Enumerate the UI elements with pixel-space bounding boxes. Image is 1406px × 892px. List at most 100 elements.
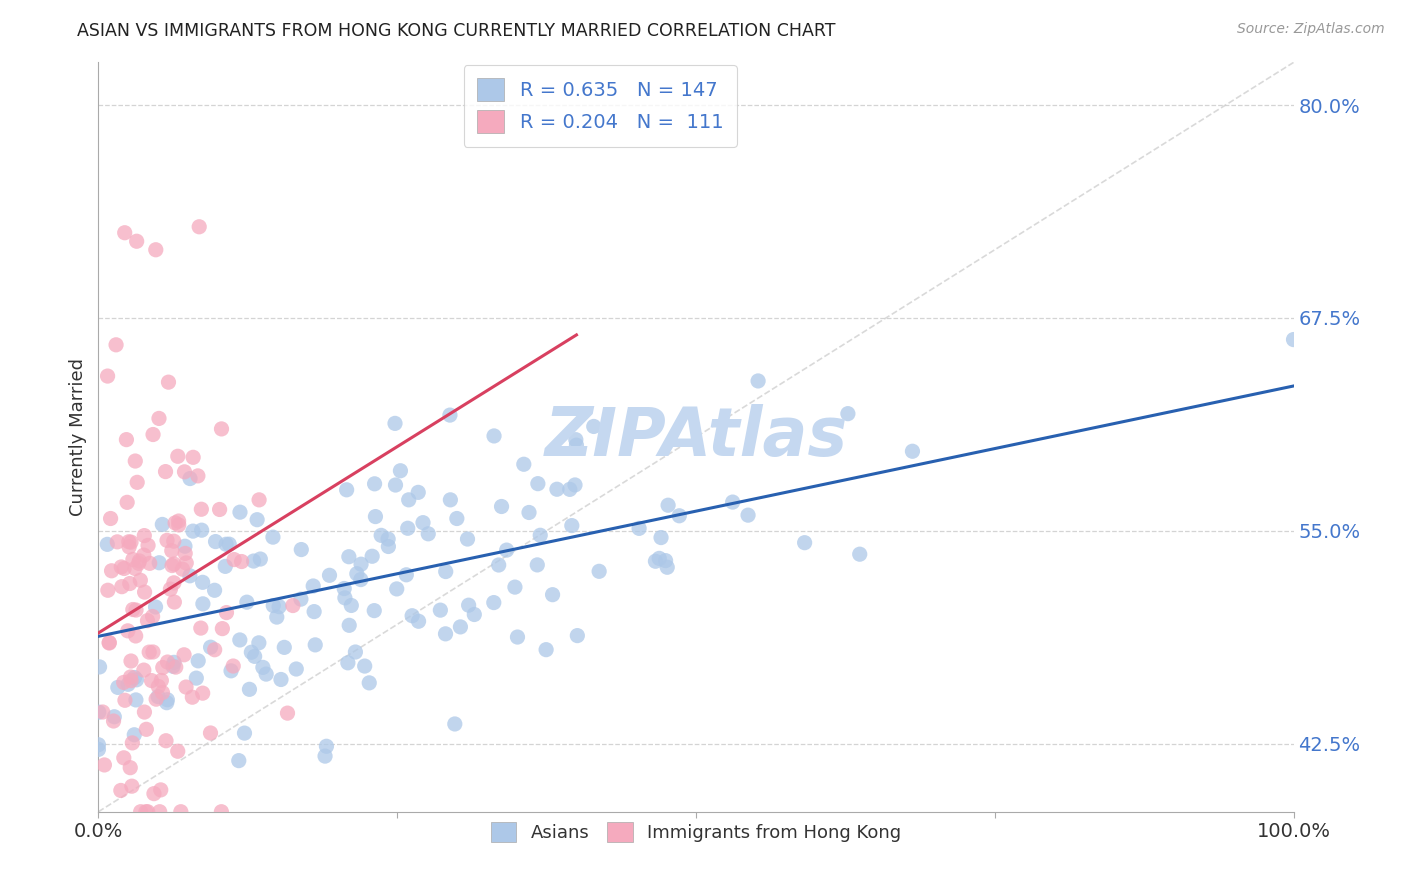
- Point: [142, 645, 165, 659]
- Point: [344, 645, 367, 659]
- Point: [457, 532, 479, 546]
- Point: [219, 664, 242, 678]
- Point: [337, 618, 360, 632]
- Point: [513, 457, 536, 471]
- Point: [100, 511, 122, 525]
- Point: [132, 548, 155, 562]
- Point: [167, 514, 190, 528]
- Point: [395, 567, 418, 582]
- Point: [112, 675, 135, 690]
- Point: [384, 478, 406, 492]
- Point: [179, 471, 201, 485]
- Point: [359, 676, 381, 690]
- Point: [269, 599, 291, 614]
- Point: [657, 498, 679, 512]
- Point: [141, 673, 163, 688]
- Point: [87, 705, 110, 719]
- Point: [170, 805, 193, 819]
- Point: [166, 744, 188, 758]
- Point: [148, 680, 170, 694]
- Point: [240, 645, 263, 659]
- Point: [135, 723, 157, 737]
- Point: [247, 636, 270, 650]
- Point: [156, 533, 179, 548]
- Point: [124, 561, 146, 575]
- Point: [443, 717, 465, 731]
- Point: [565, 433, 588, 447]
- Point: [290, 592, 312, 607]
- Point: [901, 444, 924, 458]
- Point: [541, 588, 564, 602]
- Point: [129, 573, 152, 587]
- Point: [353, 659, 375, 673]
- Point: [837, 407, 859, 421]
- Legend: Asians, Immigrants from Hong Kong: Asians, Immigrants from Hong Kong: [482, 813, 910, 851]
- Point: [148, 556, 170, 570]
- Point: [159, 582, 181, 596]
- Point: [463, 607, 485, 622]
- Point: [229, 632, 252, 647]
- Point: [262, 599, 284, 613]
- Point: [211, 422, 233, 436]
- Point: [276, 706, 298, 720]
- Point: [588, 564, 610, 578]
- Point: [145, 692, 167, 706]
- Point: [117, 677, 139, 691]
- Point: [204, 583, 226, 598]
- Y-axis label: Currently Married: Currently Married: [69, 358, 87, 516]
- Point: [174, 539, 197, 553]
- Point: [118, 540, 141, 554]
- Point: [87, 738, 110, 752]
- Point: [120, 535, 142, 549]
- Point: [136, 538, 159, 552]
- Point: [333, 591, 356, 605]
- Point: [285, 662, 308, 676]
- Point: [200, 640, 222, 655]
- Point: [346, 566, 368, 581]
- Point: [561, 518, 583, 533]
- Point: [142, 609, 165, 624]
- Point: [122, 552, 145, 566]
- Point: [165, 516, 187, 530]
- Point: [737, 508, 759, 523]
- Point: [162, 659, 184, 673]
- Point: [389, 464, 412, 478]
- Point: [336, 483, 359, 497]
- Point: [157, 375, 180, 389]
- Point: [657, 560, 679, 574]
- Point: [318, 568, 340, 582]
- Point: [270, 673, 292, 687]
- Point: [121, 736, 143, 750]
- Point: [337, 549, 360, 564]
- Point: [122, 728, 145, 742]
- Point: [200, 726, 222, 740]
- Point: [190, 523, 212, 537]
- Point: [163, 534, 186, 549]
- Point: [152, 685, 174, 699]
- Point: [179, 569, 201, 583]
- Point: [118, 534, 141, 549]
- Point: [398, 492, 420, 507]
- Point: [488, 558, 510, 572]
- Point: [418, 526, 440, 541]
- Point: [163, 595, 186, 609]
- Point: [564, 478, 586, 492]
- Point: [120, 673, 142, 688]
- Point: [103, 714, 125, 728]
- Point: [191, 575, 214, 590]
- Point: [228, 754, 250, 768]
- Point: [238, 682, 260, 697]
- Point: [668, 508, 690, 523]
- Point: [222, 659, 245, 673]
- Point: [628, 521, 651, 535]
- Point: [148, 411, 170, 425]
- Point: [93, 758, 115, 772]
- Text: ASIAN VS IMMIGRANTS FROM HONG KONG CURRENTLY MARRIED CORRELATION CHART: ASIAN VS IMMIGRANTS FROM HONG KONG CURRE…: [77, 22, 835, 40]
- Point: [134, 585, 156, 599]
- Point: [747, 374, 769, 388]
- Point: [115, 495, 138, 509]
- Point: [115, 433, 138, 447]
- Point: [434, 627, 457, 641]
- Point: [385, 582, 408, 596]
- Point: [128, 557, 150, 571]
